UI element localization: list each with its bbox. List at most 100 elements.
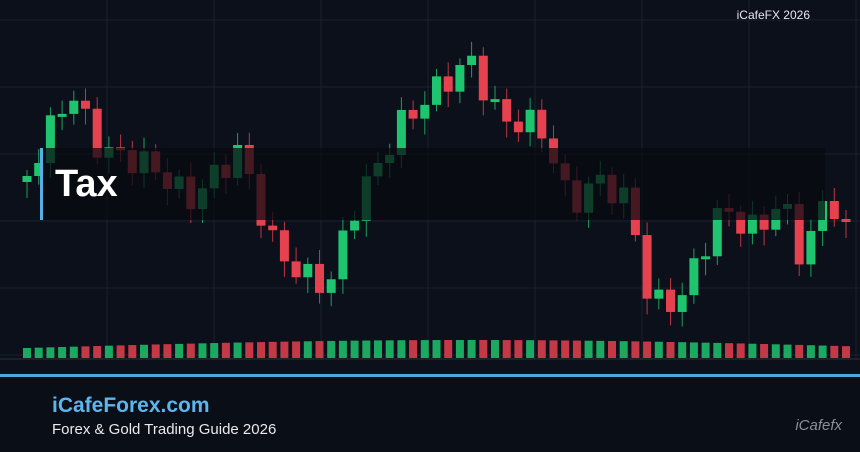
volume-bar bbox=[280, 341, 289, 358]
volume-bar bbox=[409, 340, 418, 358]
volume-bar bbox=[303, 341, 312, 358]
volume-bar bbox=[151, 344, 160, 358]
candle bbox=[69, 100, 79, 114]
candle bbox=[513, 121, 523, 133]
volume-bar bbox=[514, 340, 523, 358]
volume-bar bbox=[596, 340, 605, 358]
volume-bar bbox=[643, 341, 652, 358]
volume-bar bbox=[736, 343, 745, 358]
volume-bar bbox=[186, 343, 195, 358]
volume-bar bbox=[549, 340, 558, 358]
chart-background bbox=[0, 0, 860, 360]
volume-bar bbox=[34, 347, 43, 358]
volume-bar bbox=[783, 344, 792, 358]
candle bbox=[326, 279, 336, 293]
candle bbox=[666, 289, 675, 312]
volume-bar bbox=[444, 340, 453, 358]
candle bbox=[701, 256, 711, 260]
volume-bar bbox=[362, 340, 371, 358]
volume-bar bbox=[69, 346, 78, 358]
volume-bar bbox=[432, 340, 441, 358]
tagline: Forex & Gold Trading Guide 2026 bbox=[52, 421, 277, 438]
corner-label: iCafeFX 2026 bbox=[736, 8, 810, 22]
candle bbox=[279, 230, 289, 262]
volume-bar bbox=[678, 342, 687, 358]
volume-bar bbox=[420, 340, 429, 358]
volume-bar bbox=[23, 348, 31, 358]
candle bbox=[747, 214, 757, 234]
volume-bar bbox=[491, 340, 499, 358]
volume-bar bbox=[748, 343, 757, 358]
candle bbox=[525, 109, 535, 133]
volume-bar bbox=[689, 342, 698, 358]
volume-bar bbox=[198, 343, 207, 358]
volume-bar bbox=[842, 346, 850, 358]
candle bbox=[736, 211, 746, 234]
candle bbox=[396, 109, 406, 155]
volume-bar bbox=[561, 340, 570, 358]
candle bbox=[794, 204, 804, 265]
volume-bar bbox=[725, 343, 733, 358]
volume-bar bbox=[479, 340, 488, 358]
candle bbox=[443, 76, 453, 92]
candle bbox=[467, 55, 477, 66]
volume-bar bbox=[116, 345, 125, 358]
candle bbox=[841, 219, 851, 223]
candle bbox=[22, 176, 32, 182]
logo: iCafefx bbox=[795, 417, 842, 434]
candle bbox=[338, 230, 348, 280]
volume-bar bbox=[818, 345, 827, 358]
volume-bar bbox=[163, 344, 172, 358]
volume-bar bbox=[128, 345, 137, 358]
volume-bar bbox=[806, 345, 815, 358]
volume-bar bbox=[374, 340, 382, 358]
volume-bar bbox=[175, 343, 184, 358]
candle bbox=[34, 163, 44, 176]
volume-bar bbox=[701, 342, 710, 358]
volume-bar bbox=[221, 342, 230, 358]
candle bbox=[92, 108, 102, 158]
candle bbox=[478, 55, 488, 101]
volume-bar bbox=[830, 345, 839, 358]
candle bbox=[502, 99, 512, 122]
volume-bar bbox=[631, 341, 640, 358]
banner-title: Tax bbox=[55, 163, 118, 205]
candle bbox=[490, 99, 500, 103]
volume-bar bbox=[104, 345, 113, 358]
volume-bar bbox=[58, 347, 67, 358]
volume-bar bbox=[350, 340, 359, 358]
candle bbox=[420, 104, 430, 119]
volume-bar bbox=[526, 340, 535, 358]
volume-bar bbox=[268, 341, 277, 358]
candle bbox=[806, 230, 816, 265]
volume-bar bbox=[713, 342, 722, 358]
volume-bar bbox=[245, 342, 254, 358]
volume-bar bbox=[795, 344, 804, 358]
candle bbox=[268, 225, 278, 231]
site-name: iCafeForex.com bbox=[52, 394, 210, 417]
candle bbox=[81, 100, 90, 109]
candle bbox=[455, 65, 465, 92]
candle bbox=[759, 214, 769, 230]
volume-bar bbox=[292, 341, 301, 358]
volume-bar bbox=[619, 341, 628, 358]
volume-bar bbox=[666, 341, 675, 358]
candle bbox=[689, 258, 699, 296]
candle bbox=[303, 263, 313, 278]
volume-bar bbox=[338, 340, 347, 358]
candle bbox=[57, 113, 67, 117]
candle bbox=[712, 208, 722, 257]
volume-bar bbox=[584, 340, 593, 358]
candle bbox=[677, 295, 687, 312]
candle bbox=[45, 115, 55, 164]
volume-bar bbox=[760, 344, 769, 358]
volume-bar bbox=[654, 341, 663, 358]
volume-bar bbox=[608, 341, 616, 358]
candle bbox=[537, 109, 547, 139]
candle bbox=[654, 289, 664, 299]
volume-bar bbox=[81, 346, 90, 358]
candle bbox=[642, 235, 652, 299]
volume-bar bbox=[46, 347, 55, 358]
volume-bar bbox=[140, 344, 148, 358]
